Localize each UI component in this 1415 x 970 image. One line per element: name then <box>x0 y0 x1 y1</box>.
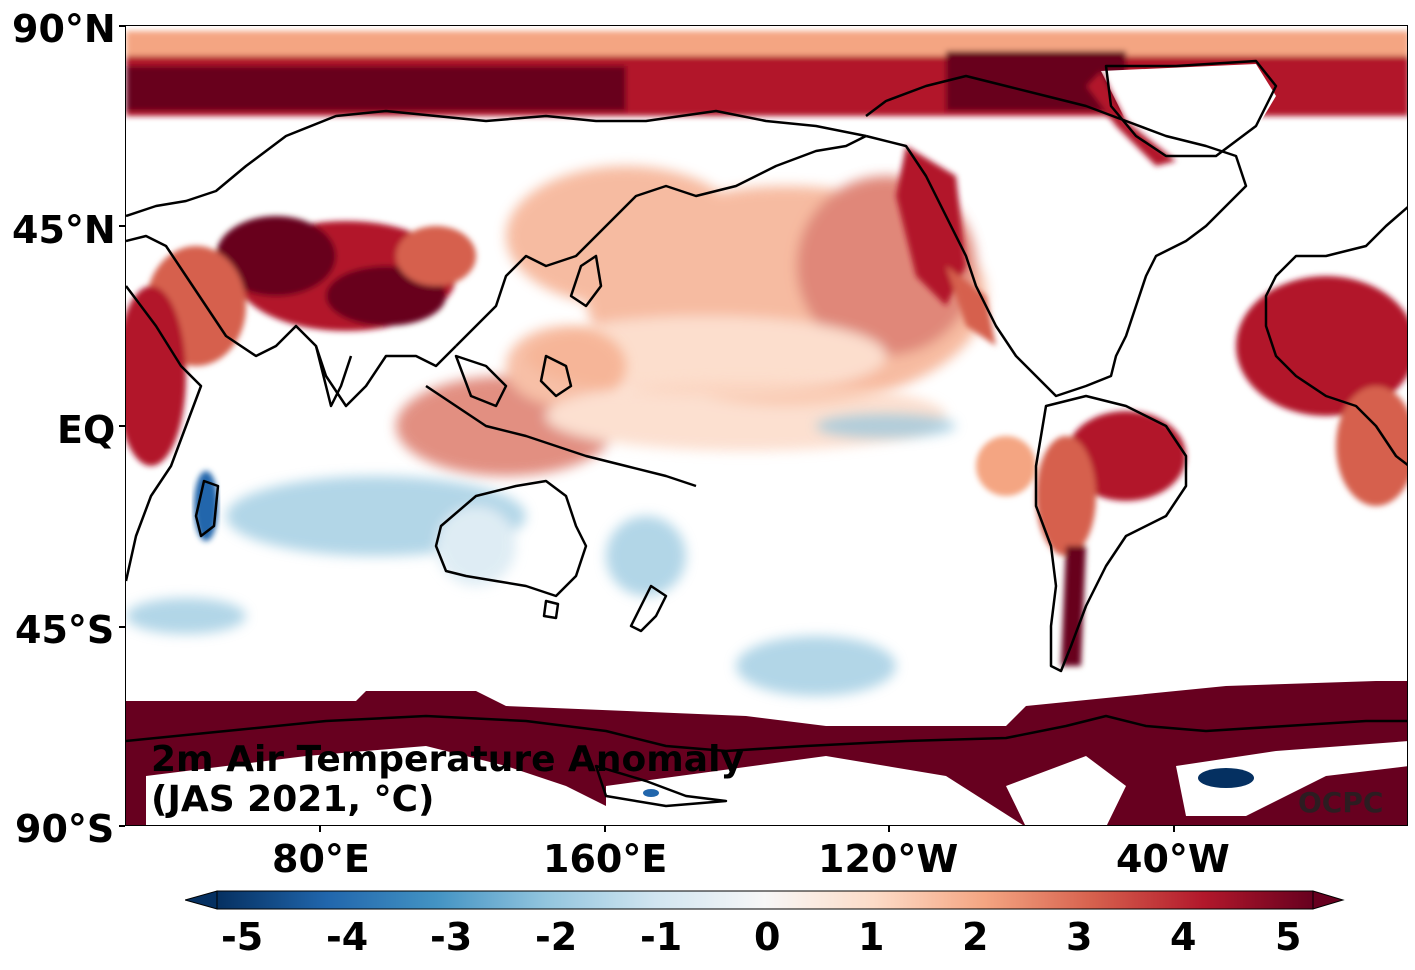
map-credit: OCPC <box>1298 786 1384 819</box>
colorbar-extend-low <box>185 890 218 910</box>
lat-label-90n: 90°N <box>12 7 116 51</box>
colorbar-extend-high <box>1312 890 1345 910</box>
colorbar-tick-label: 0 <box>754 915 781 959</box>
lat-tick <box>119 626 125 628</box>
lon-label-40w: 40°W <box>1116 837 1230 881</box>
lat-tick <box>119 425 125 427</box>
lat-label-45s: 45°S <box>15 608 115 652</box>
lon-label-120w: 120°W <box>818 837 959 881</box>
lon-tick <box>604 826 606 832</box>
lon-label-80e: 80°E <box>272 837 370 881</box>
map-title-line1: 2m Air Temperature Anomaly <box>151 739 744 780</box>
madagascar-cold <box>194 471 218 541</box>
colorbar-tick-label: 1 <box>858 915 885 959</box>
map-title-line2: (JAS 2021, °C) <box>151 779 435 820</box>
colorbar-tick-label: -4 <box>326 915 369 959</box>
asia-warm <box>126 216 476 466</box>
south-america-warm <box>976 411 1186 666</box>
anomaly-map <box>125 25 1408 826</box>
coastlines <box>126 59 1407 808</box>
greenland-cold-region <box>1101 64 1276 161</box>
lat-label-eq: EQ <box>57 408 116 452</box>
lat-label-90s: 90°S <box>15 807 115 851</box>
africa-warm <box>1236 276 1407 506</box>
western-north-america-warm <box>896 146 996 346</box>
map-svg <box>126 26 1407 825</box>
lon-tick <box>888 826 890 832</box>
map-title: 2m Air Temperature Anomaly (JAS 2021, °C… <box>151 740 744 820</box>
lat-tick <box>119 825 125 827</box>
colorbar-gradient <box>216 890 1314 910</box>
lon-label-160e: 160°E <box>543 837 668 881</box>
colorbar-tick-label: -5 <box>221 915 264 959</box>
lat-label-45n: 45°N <box>12 208 116 252</box>
lat-tick <box>119 225 125 227</box>
lon-tick <box>1173 826 1175 832</box>
colorbar-tick-label: 2 <box>962 915 989 959</box>
colorbar-tick-label: 4 <box>1170 915 1197 959</box>
colorbar-tick-label: -2 <box>535 915 578 959</box>
colorbar-tick-label: 5 <box>1275 915 1302 959</box>
lat-tick <box>119 25 125 27</box>
colorbar-tick-label: -3 <box>430 915 473 959</box>
colorbar <box>185 890 1345 910</box>
colorbar-tick-label: 3 <box>1066 915 1093 959</box>
lon-tick <box>319 826 321 832</box>
colorbar-tick-label: -1 <box>640 915 683 959</box>
cold-patches <box>126 414 956 696</box>
